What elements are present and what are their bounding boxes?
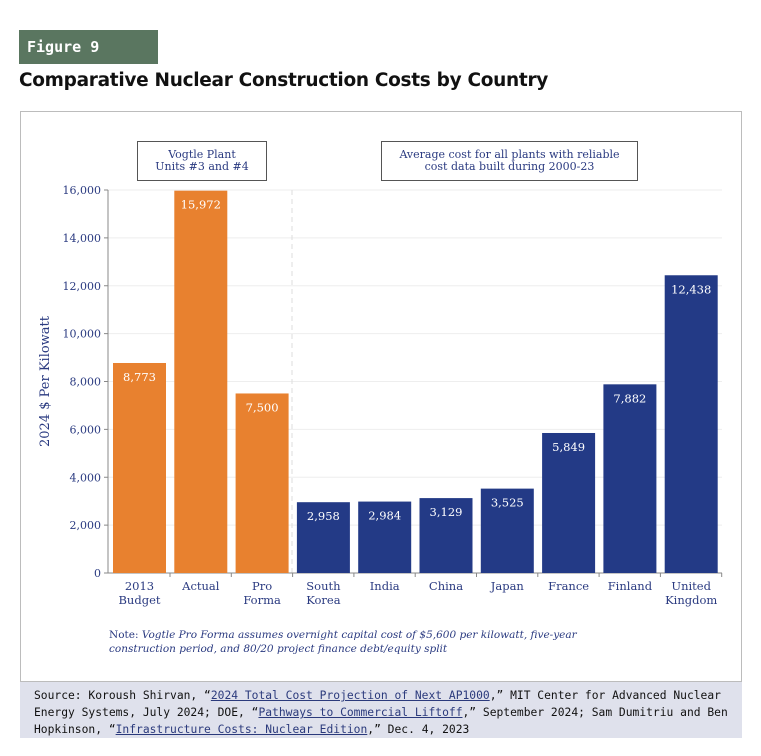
y-tick-label: 16,000 bbox=[63, 184, 102, 197]
bar-actual bbox=[174, 190, 228, 573]
chart-frame bbox=[20, 111, 742, 682]
vogtle-annotation-line: Vogtle Plant bbox=[168, 148, 236, 161]
average-annotation-line: cost data built during 2000-23 bbox=[424, 160, 595, 173]
x-tick-label: France bbox=[548, 579, 589, 593]
x-tick-label: Kingdom bbox=[665, 593, 717, 607]
chart-note: Note: Vogtle Pro Forma assumes overnight… bbox=[109, 628, 629, 656]
x-tick-label: Budget bbox=[118, 593, 160, 607]
y-tick-label: 8,000 bbox=[70, 376, 102, 389]
bar-pro-forma bbox=[235, 393, 289, 573]
x-tick-label: Korea bbox=[306, 593, 341, 607]
x-tick-label: India bbox=[370, 579, 400, 593]
x-tick-label: Japan bbox=[490, 579, 525, 593]
y-tick-label: 2,000 bbox=[70, 519, 102, 532]
bar-value-label: 8,773 bbox=[123, 370, 156, 384]
bar-value-label: 15,972 bbox=[181, 198, 221, 212]
y-tick-label: 10,000 bbox=[63, 328, 102, 341]
note-text: Vogtle Pro Forma assumes overnight capit… bbox=[109, 629, 577, 655]
note-label: Note: bbox=[109, 629, 139, 641]
bar-2013-budget bbox=[113, 362, 166, 573]
bar-finland bbox=[603, 384, 657, 573]
y-tick-label: 4,000 bbox=[70, 471, 102, 484]
source-link-infrastructure[interactable]: Infrastructure Costs: Nuclear Edition bbox=[115, 723, 368, 736]
bar-value-label: 12,438 bbox=[671, 282, 711, 296]
source-text: ,” MIT Center for Advanced Nuclear Energ… bbox=[34, 689, 721, 719]
x-tick-label: United bbox=[671, 579, 711, 593]
x-tick-label: Forma bbox=[243, 593, 281, 607]
y-tick-label: 0 bbox=[94, 567, 101, 580]
bar-value-label: 2,958 bbox=[307, 509, 340, 523]
y-tick-label: 12,000 bbox=[63, 280, 102, 293]
bar-value-label: 3,525 bbox=[491, 496, 524, 510]
bar-value-label: 7,882 bbox=[613, 391, 646, 405]
chart-title: Comparative Nuclear Construction Costs b… bbox=[19, 70, 549, 91]
y-axis-label: 2024 $ Per Kilowatt bbox=[38, 315, 53, 447]
source-text: ,” Dec. 4, 2023 bbox=[367, 723, 470, 736]
bar-china bbox=[419, 498, 473, 573]
bar-united-kingdom bbox=[664, 275, 718, 573]
y-tick-label: 14,000 bbox=[63, 232, 102, 245]
source-link-liftoff[interactable]: Pathways to Commercial Liftoff bbox=[258, 706, 463, 719]
x-tick-label: Finland bbox=[608, 579, 653, 593]
vogtle-annotation-line: Units #3 and #4 bbox=[155, 160, 249, 173]
x-tick-label: China bbox=[429, 579, 463, 593]
source-text: Source: Koroush Shirvan, “ bbox=[34, 689, 211, 702]
source-text: ,” September 2024; Sam Dumitriu and Ben … bbox=[34, 706, 728, 736]
bar-value-label: 7,500 bbox=[246, 400, 279, 414]
x-tick-label: Actual bbox=[181, 579, 220, 593]
bar-value-label: 5,849 bbox=[552, 440, 585, 454]
x-tick-label: 2013 bbox=[125, 579, 154, 593]
bar-value-label: 3,129 bbox=[430, 505, 463, 519]
x-tick-label: Pro bbox=[252, 579, 272, 593]
figure-label: Figure 9 bbox=[19, 30, 158, 64]
y-tick-label: 6,000 bbox=[70, 423, 102, 436]
bar-value-label: 2,984 bbox=[368, 509, 401, 523]
vogtle-annotation: Vogtle Plant Units #3 and #4 bbox=[137, 141, 267, 181]
average-annotation: Average cost for all plants with reliabl… bbox=[381, 141, 638, 181]
average-annotation-line: Average cost for all plants with reliabl… bbox=[399, 148, 620, 161]
bar-france bbox=[542, 432, 596, 573]
bar-japan bbox=[480, 488, 534, 573]
source-link-ap1000[interactable]: 2024 Total Cost Projection of Next AP100… bbox=[210, 689, 490, 702]
source-citation: Source: Koroush Shirvan, “2024 Total Cos… bbox=[20, 682, 742, 738]
bar-south-korea bbox=[296, 502, 350, 573]
x-tick-label: South bbox=[306, 579, 341, 593]
bar-india bbox=[358, 501, 412, 573]
